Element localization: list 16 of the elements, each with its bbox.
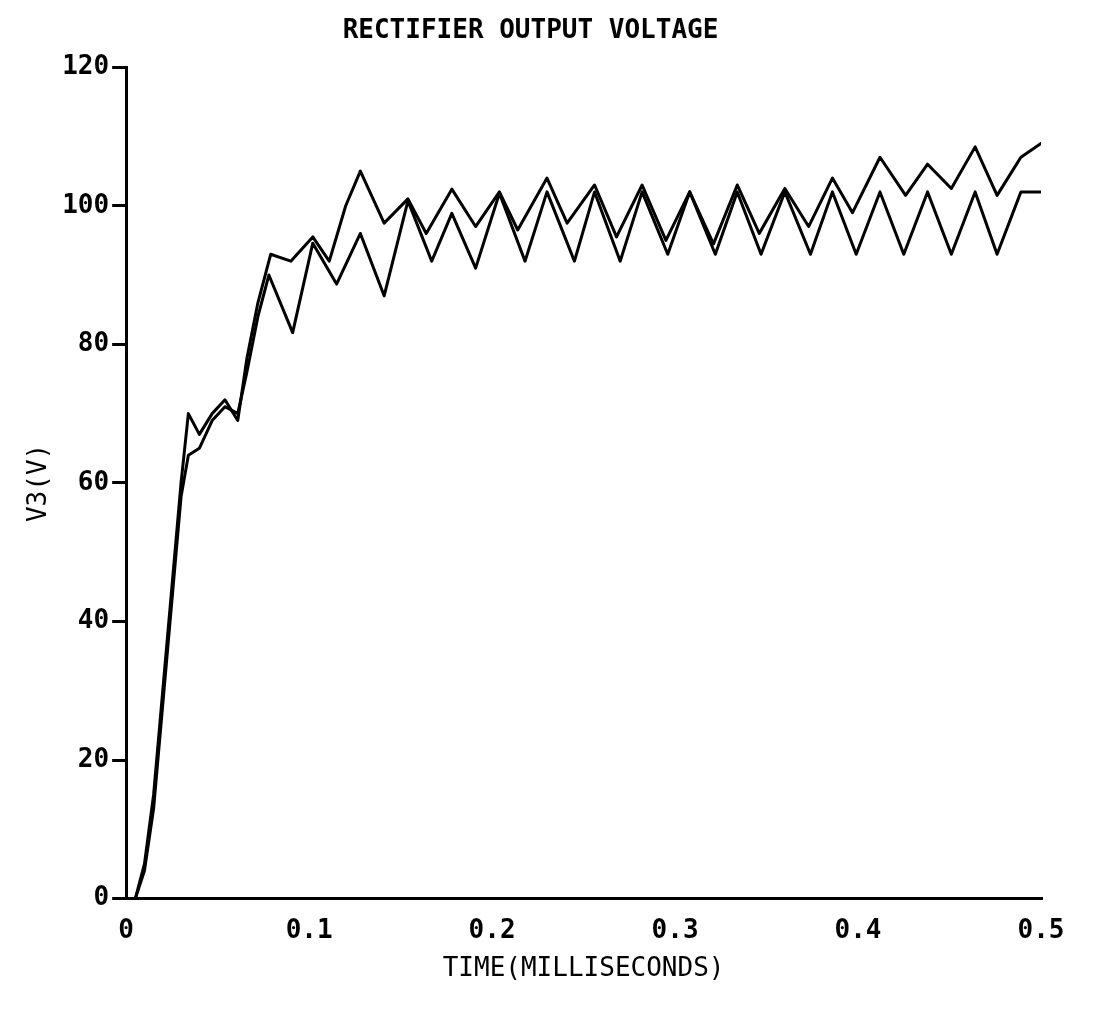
y-tick-label: 20 bbox=[77, 742, 110, 773]
x-tick-label: 0.5 bbox=[1017, 913, 1065, 944]
y-axis-title: V3(V) bbox=[22, 443, 53, 523]
chart-title: RECTIFIER OUTPUT VOLTAGE bbox=[342, 14, 719, 45]
x-tick-label: 0.2 bbox=[468, 913, 516, 944]
y-tick-label: 100 bbox=[62, 188, 110, 219]
y-tick-label: 80 bbox=[77, 327, 110, 358]
y-tick-label: 120 bbox=[62, 49, 110, 80]
x-tick-label: 0.3 bbox=[651, 913, 699, 944]
x-tick-label: 0.1 bbox=[285, 913, 333, 944]
x-axis-title: TIME(MILLISECONDS) bbox=[442, 952, 725, 983]
y-tick-label: 0 bbox=[93, 881, 110, 912]
y-tick-label: 60 bbox=[77, 465, 110, 496]
x-tick-label: 0 bbox=[118, 913, 134, 944]
x-tick-label: 0.4 bbox=[834, 913, 882, 944]
y-tick-label: 40 bbox=[77, 604, 110, 635]
